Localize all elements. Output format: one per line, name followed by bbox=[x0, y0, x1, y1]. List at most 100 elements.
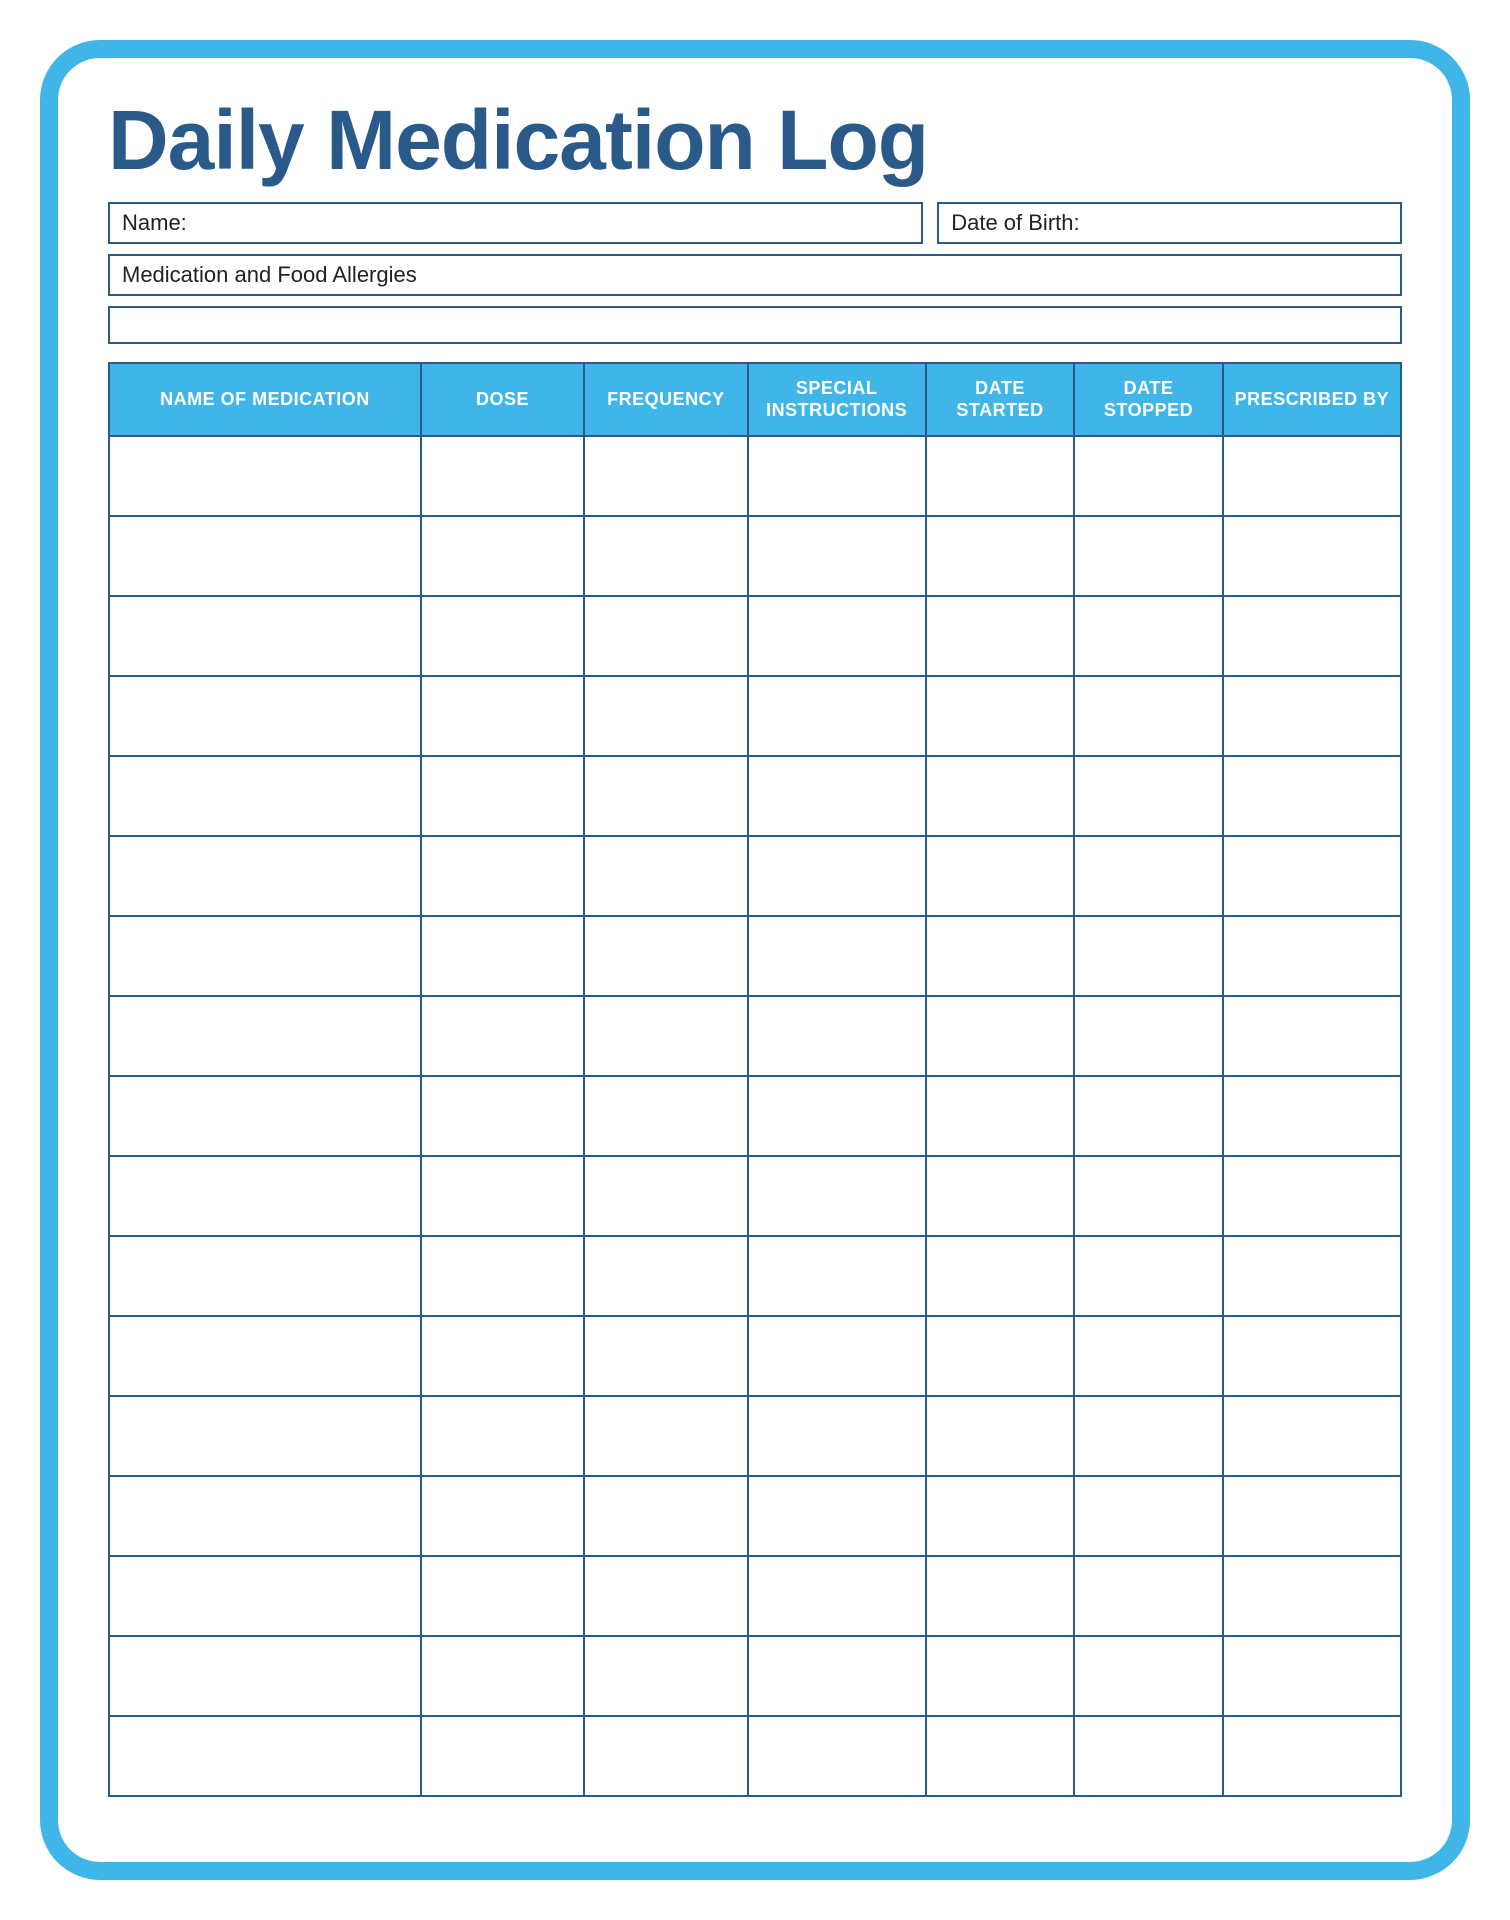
table-cell[interactable] bbox=[748, 1236, 926, 1316]
table-cell[interactable] bbox=[584, 1076, 747, 1156]
table-cell[interactable] bbox=[926, 756, 1075, 836]
table-cell[interactable] bbox=[421, 436, 584, 516]
table-cell[interactable] bbox=[748, 836, 926, 916]
table-cell[interactable] bbox=[926, 996, 1075, 1076]
table-cell[interactable] bbox=[584, 596, 747, 676]
table-cell[interactable] bbox=[421, 1476, 584, 1556]
table-cell[interactable] bbox=[421, 1156, 584, 1236]
table-cell[interactable] bbox=[584, 1396, 747, 1476]
table-cell[interactable] bbox=[109, 1476, 421, 1556]
table-cell[interactable] bbox=[421, 1556, 584, 1636]
table-cell[interactable] bbox=[109, 596, 421, 676]
table-cell[interactable] bbox=[109, 1556, 421, 1636]
table-cell[interactable] bbox=[748, 596, 926, 676]
table-cell[interactable] bbox=[1223, 756, 1401, 836]
table-cell[interactable] bbox=[1223, 1636, 1401, 1716]
table-cell[interactable] bbox=[584, 1636, 747, 1716]
table-cell[interactable] bbox=[926, 1556, 1075, 1636]
table-cell[interactable] bbox=[1223, 676, 1401, 756]
table-cell[interactable] bbox=[1074, 676, 1223, 756]
table-cell[interactable] bbox=[1223, 1076, 1401, 1156]
table-cell[interactable] bbox=[1074, 756, 1223, 836]
table-cell[interactable] bbox=[1223, 1316, 1401, 1396]
table-cell[interactable] bbox=[1074, 1396, 1223, 1476]
table-cell[interactable] bbox=[421, 676, 584, 756]
table-cell[interactable] bbox=[421, 1316, 584, 1396]
table-cell[interactable] bbox=[421, 1636, 584, 1716]
table-cell[interactable] bbox=[421, 516, 584, 596]
table-cell[interactable] bbox=[748, 1476, 926, 1556]
table-cell[interactable] bbox=[1074, 1156, 1223, 1236]
table-cell[interactable] bbox=[1074, 1476, 1223, 1556]
table-cell[interactable] bbox=[584, 836, 747, 916]
table-cell[interactable] bbox=[926, 436, 1075, 516]
table-cell[interactable] bbox=[926, 516, 1075, 596]
table-cell[interactable] bbox=[748, 516, 926, 596]
table-cell[interactable] bbox=[584, 996, 747, 1076]
table-cell[interactable] bbox=[1074, 1236, 1223, 1316]
table-cell[interactable] bbox=[926, 676, 1075, 756]
table-cell[interactable] bbox=[109, 996, 421, 1076]
table-cell[interactable] bbox=[421, 1236, 584, 1316]
dob-field[interactable]: Date of Birth: bbox=[937, 202, 1402, 244]
table-cell[interactable] bbox=[421, 1716, 584, 1796]
table-cell[interactable] bbox=[584, 436, 747, 516]
table-cell[interactable] bbox=[109, 756, 421, 836]
table-cell[interactable] bbox=[1074, 596, 1223, 676]
table-cell[interactable] bbox=[421, 836, 584, 916]
table-cell[interactable] bbox=[109, 436, 421, 516]
table-cell[interactable] bbox=[109, 1396, 421, 1476]
table-cell[interactable] bbox=[1223, 1716, 1401, 1796]
table-cell[interactable] bbox=[748, 436, 926, 516]
table-cell[interactable] bbox=[1074, 1716, 1223, 1796]
table-cell[interactable] bbox=[421, 1396, 584, 1476]
table-cell[interactable] bbox=[584, 516, 747, 596]
table-cell[interactable] bbox=[1074, 516, 1223, 596]
table-cell[interactable] bbox=[421, 916, 584, 996]
table-cell[interactable] bbox=[1074, 836, 1223, 916]
table-cell[interactable] bbox=[1223, 516, 1401, 596]
table-cell[interactable] bbox=[926, 1476, 1075, 1556]
table-cell[interactable] bbox=[926, 1636, 1075, 1716]
name-field[interactable]: Name: bbox=[108, 202, 923, 244]
table-cell[interactable] bbox=[748, 916, 926, 996]
table-cell[interactable] bbox=[926, 836, 1075, 916]
table-cell[interactable] bbox=[748, 996, 926, 1076]
allergies-field[interactable]: Medication and Food Allergies bbox=[108, 254, 1402, 296]
table-cell[interactable] bbox=[748, 756, 926, 836]
table-cell[interactable] bbox=[1223, 1396, 1401, 1476]
table-cell[interactable] bbox=[1223, 916, 1401, 996]
table-cell[interactable] bbox=[748, 1716, 926, 1796]
table-cell[interactable] bbox=[1074, 1316, 1223, 1396]
table-cell[interactable] bbox=[748, 1556, 926, 1636]
table-cell[interactable] bbox=[926, 596, 1075, 676]
table-cell[interactable] bbox=[1223, 1156, 1401, 1236]
table-cell[interactable] bbox=[109, 516, 421, 596]
table-cell[interactable] bbox=[1223, 596, 1401, 676]
table-cell[interactable] bbox=[584, 1236, 747, 1316]
table-cell[interactable] bbox=[926, 1156, 1075, 1236]
table-cell[interactable] bbox=[1223, 436, 1401, 516]
table-cell[interactable] bbox=[748, 1636, 926, 1716]
table-cell[interactable] bbox=[584, 916, 747, 996]
table-cell[interactable] bbox=[1223, 996, 1401, 1076]
table-cell[interactable] bbox=[1074, 916, 1223, 996]
table-cell[interactable] bbox=[421, 596, 584, 676]
table-cell[interactable] bbox=[584, 1316, 747, 1396]
table-cell[interactable] bbox=[109, 1076, 421, 1156]
table-cell[interactable] bbox=[748, 1396, 926, 1476]
table-cell[interactable] bbox=[109, 836, 421, 916]
table-cell[interactable] bbox=[748, 1316, 926, 1396]
table-cell[interactable] bbox=[1074, 1636, 1223, 1716]
table-cell[interactable] bbox=[1074, 996, 1223, 1076]
table-cell[interactable] bbox=[926, 1716, 1075, 1796]
allergies-extra-line[interactable] bbox=[108, 306, 1402, 344]
table-cell[interactable] bbox=[748, 676, 926, 756]
table-cell[interactable] bbox=[748, 1076, 926, 1156]
table-cell[interactable] bbox=[109, 916, 421, 996]
table-cell[interactable] bbox=[1223, 836, 1401, 916]
table-cell[interactable] bbox=[1223, 1476, 1401, 1556]
table-cell[interactable] bbox=[109, 1636, 421, 1716]
table-cell[interactable] bbox=[926, 1396, 1075, 1476]
table-cell[interactable] bbox=[584, 1476, 747, 1556]
